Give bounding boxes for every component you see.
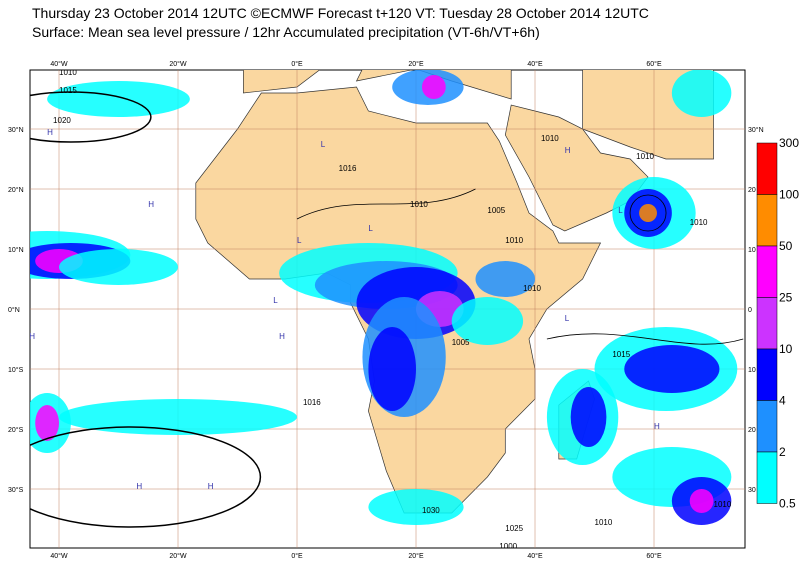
lat-label: 20°S	[8, 426, 24, 434]
subtitle: Surface: Mean sea level pressure / 12hr …	[32, 24, 540, 40]
precipitation	[59, 249, 178, 285]
lon-label: 40°W	[50, 552, 68, 560]
lon-label: 60°E	[646, 552, 662, 560]
precipitation	[368, 327, 417, 411]
legend-swatch	[756, 297, 778, 350]
lat-label: 0°N	[8, 306, 20, 314]
lat-label: 10°S	[8, 366, 24, 374]
precipitation	[639, 204, 657, 222]
isobar-label: 1025	[505, 524, 523, 533]
pressure-center: H	[136, 482, 142, 491]
precipitation	[368, 489, 464, 525]
isobar-label: 1010	[541, 134, 559, 143]
isobar-label: 1010	[523, 284, 541, 293]
pressure-center: H	[208, 482, 214, 491]
lat-label: 30	[748, 487, 756, 494]
legend-label: 25	[779, 291, 793, 305]
isobar-label: 1015	[59, 86, 77, 95]
lon-label: 20°W	[169, 60, 187, 68]
precipitation	[689, 489, 714, 513]
legend-swatch	[756, 348, 778, 401]
lon-label: 20°E	[408, 60, 424, 68]
legend-label: 0.5	[779, 497, 796, 511]
isobar-label: 1010	[690, 218, 708, 227]
precipitation	[35, 405, 59, 441]
isobar-label: 1000	[499, 542, 517, 551]
pressure-center: L	[297, 236, 302, 245]
isobar	[296, 188, 476, 220]
isobar-label: 1005	[452, 338, 470, 347]
isobar	[629, 194, 667, 232]
lat-label: 20	[748, 427, 756, 434]
isobar-label: 1005	[487, 206, 505, 215]
legend-swatch	[756, 142, 778, 195]
isobar-label: 1020	[53, 116, 71, 125]
lat-label: 30°S	[8, 486, 24, 494]
pressure-center: L	[618, 206, 623, 215]
lon-label: 0°E	[291, 60, 303, 68]
pressure-center: H	[654, 422, 660, 431]
legend-label: 50	[779, 239, 793, 253]
title: Thursday 23 October 2014 12UTC ©ECMWF Fo…	[32, 5, 649, 21]
lat-label: 20°N	[8, 186, 24, 194]
lat-label: 30°N	[8, 126, 24, 134]
legend-label: 300	[779, 136, 799, 150]
precipitation	[47, 81, 190, 117]
pressure-center: L	[368, 224, 373, 233]
isobar-label: 1016	[339, 164, 357, 173]
precipitation	[451, 297, 524, 345]
isobar	[546, 333, 744, 345]
lat-label: 0	[748, 307, 752, 314]
lon-label: 0°E	[291, 552, 303, 560]
land	[504, 104, 649, 232]
lon-label: 60°E	[646, 60, 662, 68]
legend-label: 10	[779, 342, 793, 356]
pressure-center: L	[321, 140, 326, 149]
legend-swatch	[756, 451, 778, 504]
precipitation	[475, 261, 535, 297]
isobar-label: 1030	[422, 506, 440, 515]
lon-label: 20°W	[169, 552, 187, 560]
land	[243, 70, 321, 94]
precipitation	[624, 345, 720, 393]
pressure-center: H	[47, 128, 53, 137]
isobar-label: 1010	[59, 68, 77, 77]
legend-swatch	[756, 245, 778, 298]
lat-label: 10°N	[8, 246, 24, 254]
pressure-center: H	[148, 200, 154, 209]
pressure-center: H	[29, 332, 35, 341]
legend-swatch	[756, 400, 778, 453]
precipitation	[570, 387, 607, 447]
isobar-label: 1010	[714, 500, 732, 509]
precipitation	[421, 75, 446, 99]
isobar	[30, 426, 262, 528]
map-content: 1015 1020 1016 1010 1010 1005 1010 1010 1005 1016…	[29, 68, 745, 551]
lat-label: 10	[748, 367, 756, 374]
pressure-center: H	[565, 146, 571, 155]
pressure-center: L	[565, 314, 570, 323]
lon-label: 40°E	[527, 60, 543, 68]
legend-label: 4	[779, 394, 786, 408]
lon-label: 20°E	[408, 552, 424, 560]
pressure-center: H	[279, 332, 285, 341]
lon-label: 40°E	[527, 552, 543, 560]
lat-label: 20	[748, 187, 756, 194]
precipitation	[59, 399, 297, 435]
isobar-label: 1010	[410, 200, 428, 209]
lat-label: 10	[748, 247, 756, 254]
legend-label: 2	[779, 445, 786, 459]
isobar-label: 1015	[612, 350, 630, 359]
lon-label: 40°W	[50, 60, 68, 68]
isobar-label: 1010	[636, 152, 654, 161]
isobar	[30, 91, 152, 143]
lat-label: 30°N	[748, 126, 764, 134]
isobar-label: 1010	[595, 518, 613, 527]
isobar-label: 1016	[303, 398, 321, 407]
legend-swatch	[756, 194, 778, 247]
pressure-center: L	[273, 296, 278, 305]
isobar-label: 1010	[505, 236, 523, 245]
legend-label: 100	[779, 188, 799, 202]
precipitation	[671, 70, 732, 117]
